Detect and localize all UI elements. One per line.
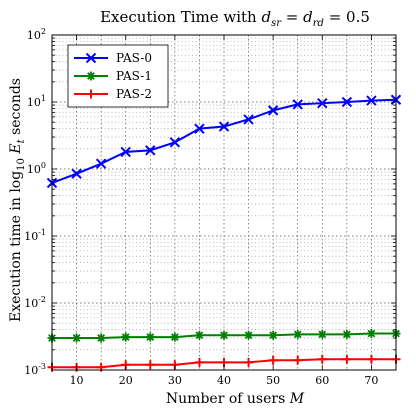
data-point [121,332,131,342]
y-axis-label: Execution time in log10 Et seconds [8,78,27,322]
data-point [96,333,106,343]
series-pas-1 [47,329,401,343]
x-tick-label: 40 [217,374,231,387]
data-point [244,330,254,340]
data-point [342,329,352,339]
data-point [268,355,278,365]
data-point [366,95,377,106]
data-point [317,354,327,364]
series-pas-0 [46,94,402,189]
data-point [72,333,82,343]
data-point [293,355,303,365]
y-tick-label: 100 [27,161,46,176]
data-point [293,329,303,339]
x-tick-label: 50 [266,374,280,387]
data-point [292,99,303,110]
data-point [95,158,107,169]
legend-entry-pas-0: PAS-0 [74,51,152,65]
data-point [194,330,204,340]
data-point [145,332,155,342]
data-point [71,168,82,179]
data-point [366,354,376,364]
data-point [267,105,279,116]
data-point [219,330,229,340]
y-tick-label: 10-2 [24,295,46,310]
chart-title: Execution Time with dsr = drd = 0.5 [100,8,370,29]
data-point [317,329,327,339]
legend-label-pas-0: PAS-0 [116,51,152,65]
legend-marker [86,71,96,81]
data-point [317,97,328,109]
data-point [145,360,155,370]
data-point [169,137,181,148]
series-layer [46,94,402,372]
data-point [366,329,376,339]
y-tick-label: 10-3 [24,362,46,377]
data-point [170,332,180,342]
y-tick-label: 101 [27,94,46,109]
legend-label-pas-2: PAS-2 [116,87,152,101]
legend-marker [86,89,96,99]
data-point [194,357,204,367]
x-tick-label: 10 [70,374,84,387]
x-tick-label: 20 [119,374,133,387]
x-tick-label: 70 [364,374,378,387]
x-axis-label: Number of users M [166,391,305,407]
legend-entry-pas-2: PAS-2 [74,87,152,101]
data-point [218,121,230,132]
data-point [145,145,156,156]
x-tick-label: 60 [315,374,329,387]
data-point [341,96,353,108]
legend-marker [85,52,97,64]
data-point [342,354,352,364]
y-tick-label: 102 [27,27,46,42]
legend: PAS-0 PAS-1 PAS-2 [67,44,169,108]
x-tick-label: 30 [168,374,182,387]
legend-label-pas-1: PAS-1 [116,69,152,83]
data-point [268,330,278,340]
legend-entry-pas-1: PAS-1 [74,69,152,83]
plot-frame [51,34,397,371]
data-point [243,114,254,125]
data-point [194,123,205,134]
y-tick-label: 10-1 [24,228,46,243]
data-point [120,146,131,158]
data-point [244,357,254,367]
